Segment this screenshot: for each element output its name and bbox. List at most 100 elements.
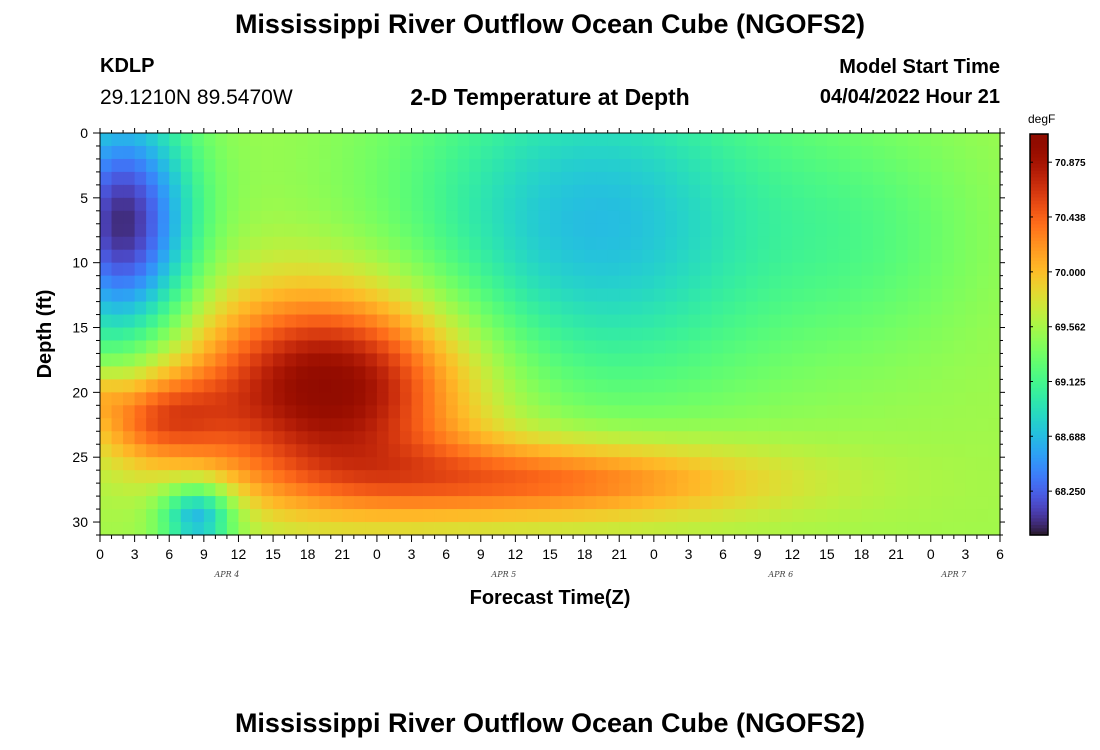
heatmap-cell	[584, 288, 597, 303]
heatmap-cell	[792, 470, 805, 484]
heatmap-cell	[296, 522, 309, 536]
heatmap-cell	[307, 457, 320, 471]
heatmap-cell	[434, 145, 447, 160]
heatmap-cell	[642, 249, 655, 264]
heatmap-cell	[376, 470, 390, 484]
heatmap-cell	[826, 275, 840, 290]
heatmap-cell	[780, 457, 793, 471]
heatmap-cell	[226, 197, 240, 212]
heatmap-cell	[296, 327, 309, 342]
heatmap-cell	[573, 327, 586, 342]
heatmap-cell	[919, 275, 932, 290]
heatmap-cell	[826, 457, 840, 471]
heatmap-cell	[538, 249, 551, 264]
heatmap-cell	[630, 418, 643, 432]
heatmap-cell	[850, 379, 863, 393]
heatmap-cell	[734, 314, 747, 329]
heatmap-cell	[619, 379, 632, 393]
heatmap-cell	[688, 171, 701, 186]
heatmap-cell	[942, 158, 955, 173]
heatmap-cell	[919, 223, 932, 238]
heatmap-cell	[907, 171, 920, 186]
heatmap-cell	[976, 236, 990, 251]
heatmap-cell	[307, 366, 320, 380]
heatmap-cell	[873, 470, 886, 484]
heatmap-cell	[803, 509, 816, 523]
heatmap-cell	[965, 496, 978, 510]
heatmap-cell	[711, 496, 724, 510]
heatmap-cell	[642, 353, 655, 368]
heatmap-cell	[238, 509, 251, 523]
heatmap-cell	[526, 133, 540, 147]
heatmap-cell	[688, 457, 701, 471]
colorbar-swatch	[1030, 478, 1048, 483]
heatmap-cell	[134, 509, 147, 523]
heatmap-cell	[757, 327, 770, 342]
heatmap-cell	[676, 496, 690, 510]
heatmap-cell	[365, 210, 378, 225]
heatmap-cell	[203, 184, 216, 199]
heatmap-cell	[492, 236, 505, 251]
heatmap-cell	[700, 509, 713, 523]
heatmap-cell	[388, 262, 401, 277]
heatmap-cell	[988, 340, 1001, 355]
heatmap-cell	[700, 184, 713, 199]
heatmap-cell	[457, 301, 470, 316]
heatmap-cell	[976, 171, 990, 186]
heatmap-cell	[688, 275, 701, 290]
heatmap-cell	[630, 483, 643, 497]
heatmap-cell	[919, 379, 932, 393]
heatmap-cell	[250, 483, 263, 497]
heatmap-cell	[503, 366, 516, 380]
colorbar-swatch	[1030, 461, 1048, 466]
heatmap-cell	[607, 509, 620, 523]
heatmap-cell	[861, 158, 874, 173]
heatmap-cell	[676, 145, 690, 160]
station-code: KDLP	[100, 55, 155, 77]
colorbar-swatch	[1030, 424, 1048, 429]
heatmap-cell	[192, 522, 205, 536]
heatmap-cell	[353, 158, 366, 173]
heatmap-cell	[134, 379, 147, 393]
colorbar-swatch	[1030, 448, 1048, 453]
heatmap-cell	[100, 431, 113, 445]
heatmap-cell	[469, 184, 482, 199]
heatmap-cell	[919, 197, 932, 212]
heatmap-cell	[630, 275, 643, 290]
heatmap-cell	[203, 145, 216, 160]
heatmap-cell	[111, 418, 124, 432]
heatmap-cell	[769, 366, 782, 380]
heatmap-cell	[711, 418, 724, 432]
heatmap-cell	[700, 483, 713, 497]
heatmap-cell	[942, 314, 955, 329]
colorbar-swatch	[1030, 210, 1048, 215]
heatmap-cell	[965, 197, 978, 212]
heatmap-cell	[492, 133, 505, 147]
colorbar-swatch	[1030, 314, 1048, 319]
heatmap-cell	[342, 457, 355, 471]
heatmap-cell	[342, 249, 355, 264]
heatmap-cell	[134, 133, 147, 147]
heatmap-cell	[711, 275, 724, 290]
heatmap-cell	[550, 184, 563, 199]
heatmap-cell	[665, 379, 678, 393]
heatmap-cell	[988, 509, 1001, 523]
heatmap-cell	[480, 184, 493, 199]
heatmap-cell	[123, 457, 136, 471]
heatmap-cell	[526, 431, 540, 445]
heatmap-cell	[861, 288, 874, 303]
heatmap-cell	[342, 392, 355, 406]
heatmap-cell	[538, 340, 551, 355]
heatmap-cell	[480, 496, 493, 510]
heatmap-cell	[353, 379, 366, 393]
heatmap-cell	[596, 366, 609, 380]
heatmap-cell	[769, 405, 782, 419]
heatmap-cell	[100, 366, 113, 380]
heatmap-cell	[365, 301, 378, 316]
heatmap-cell	[596, 418, 609, 432]
heatmap-cell	[884, 288, 897, 303]
heatmap-cell	[388, 158, 401, 173]
heatmap-cell	[873, 405, 886, 419]
heatmap-cell	[250, 210, 263, 225]
heatmap-cell	[700, 133, 713, 147]
